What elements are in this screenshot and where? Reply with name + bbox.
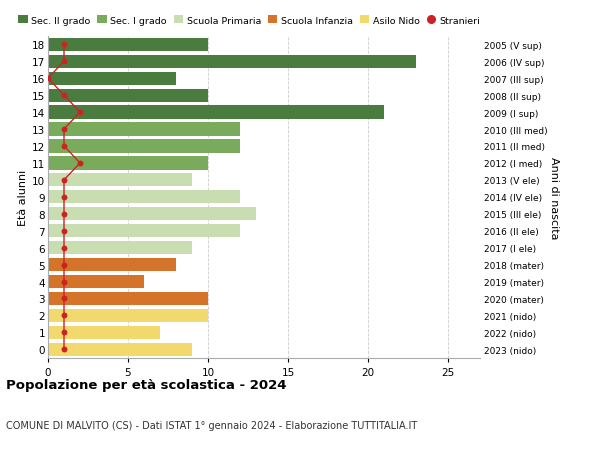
Point [59,312,69,319]
Bar [48,224,240,238]
Bar [48,90,208,102]
Y-axis label: Anni di nascita: Anni di nascita [549,156,559,239]
Bar [48,326,160,339]
Bar [48,106,384,119]
Point [59,211,69,218]
Point [59,143,69,150]
Bar [48,207,256,221]
Point [59,92,69,100]
Bar [48,191,240,204]
Point [59,126,69,134]
Point [59,261,69,269]
Bar [48,309,208,322]
Bar [48,258,176,272]
Legend: Sec. II grado, Sec. I grado, Scuola Primaria, Scuola Infanzia, Asilo Nido, Stran: Sec. II grado, Sec. I grado, Scuola Prim… [18,17,481,26]
Point [59,245,69,252]
Bar [48,73,176,85]
Point [43,75,53,83]
Point [75,109,85,117]
Bar [48,39,208,52]
Bar [48,123,240,136]
Bar [48,157,208,170]
Text: Popolazione per età scolastica - 2024: Popolazione per età scolastica - 2024 [6,379,287,392]
Point [59,41,69,49]
Bar [48,275,144,289]
Y-axis label: Età alunni: Età alunni [18,169,28,225]
Bar [48,174,192,187]
Bar [48,292,208,305]
Bar [48,343,192,356]
Point [59,194,69,201]
Text: COMUNE DI MALVITO (CS) - Dati ISTAT 1° gennaio 2024 - Elaborazione TUTTITALIA.IT: COMUNE DI MALVITO (CS) - Dati ISTAT 1° g… [6,420,417,430]
Point [59,177,69,184]
Point [59,295,69,302]
Point [59,329,69,336]
Bar [48,241,192,255]
Point [75,160,85,167]
Point [59,346,69,353]
Point [59,58,69,66]
Point [59,278,69,285]
Bar [48,56,416,69]
Bar [48,140,240,153]
Point [59,228,69,235]
